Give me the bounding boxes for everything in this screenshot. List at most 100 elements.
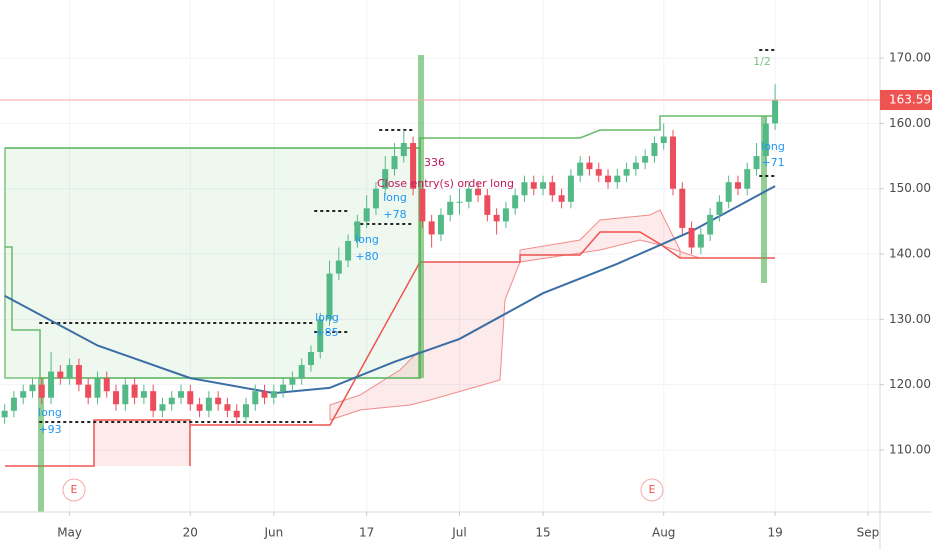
y-tick-label: 130.00 — [889, 312, 931, 326]
candle-body — [744, 169, 751, 189]
x-tick-label: 17 — [359, 526, 374, 540]
y-tick-label: 110.00 — [889, 442, 931, 456]
candle-body — [317, 319, 324, 352]
candle-body — [261, 391, 268, 398]
candle-body — [326, 273, 333, 320]
y-tick-label: 170.00 — [889, 51, 931, 65]
candle-body — [465, 188, 472, 202]
candle-body — [484, 195, 491, 215]
candle-body — [410, 143, 417, 189]
candle-body — [205, 397, 212, 411]
grid — [0, 0, 880, 512]
candle-body — [428, 221, 435, 235]
candle-body — [493, 214, 500, 222]
candle-body — [66, 365, 73, 379]
candle-body — [131, 384, 138, 398]
profit-zone — [4, 147, 421, 379]
annotation: +80 — [355, 250, 378, 263]
candle-body — [298, 365, 305, 379]
annotation: long — [315, 311, 339, 324]
candle-body — [605, 175, 612, 183]
candle-body — [122, 384, 129, 405]
candle-body — [530, 182, 537, 189]
candle-body — [707, 214, 714, 235]
x-tick-label: 19 — [767, 526, 782, 540]
candle-body — [242, 404, 249, 418]
candle-body — [150, 391, 157, 411]
candle-body — [233, 410, 240, 418]
last-price-label: 163.59 — [889, 92, 931, 106]
moving-average — [4, 185, 776, 395]
candle-body — [57, 371, 64, 379]
candle-body — [187, 391, 194, 405]
y-tick-label: 150.00 — [889, 181, 931, 195]
x-tick-label: 15 — [535, 526, 550, 540]
candle-body — [113, 391, 120, 405]
candle-body — [632, 162, 639, 170]
axes: 110.00 120.00 130.00 140.00 150.00 160.00 170.… — [57, 51, 932, 540]
annotation: +85 — [315, 326, 338, 339]
last-price-box — [880, 89, 932, 110]
candle-body — [549, 182, 556, 196]
marks — [0, 84, 880, 424]
candle-body — [94, 378, 101, 398]
x-tick-label: Jun — [263, 526, 283, 540]
candle-body — [140, 391, 147, 398]
x-tick-label: 20 — [183, 526, 198, 540]
candle-body — [540, 182, 547, 189]
candle-body — [400, 143, 407, 157]
candle-body — [382, 169, 389, 189]
candle-body — [669, 136, 676, 189]
candle-body — [391, 156, 398, 170]
candle-body — [595, 169, 602, 176]
candle-body — [1, 410, 8, 418]
x-tick-label: May — [57, 526, 82, 540]
signal-bar — [761, 116, 767, 283]
candle-body — [447, 201, 454, 215]
candle-body — [688, 227, 695, 248]
annotation: long — [383, 191, 407, 204]
candle-body — [567, 175, 574, 202]
annotation: 336 — [424, 156, 445, 169]
candle-body — [20, 391, 27, 398]
candle-body — [48, 371, 55, 398]
earnings-marker — [62, 478, 86, 502]
candle-body — [354, 221, 361, 241]
stop-zone — [94, 420, 190, 466]
annotation: 1/2 — [753, 55, 771, 68]
dotted-levels — [39, 49, 776, 423]
candle-body — [363, 208, 370, 222]
candle-body — [521, 182, 528, 196]
candle-body — [456, 201, 463, 203]
signal-bar — [38, 378, 44, 512]
candle-body — [419, 188, 426, 222]
candle-body — [651, 143, 658, 157]
annotation: long — [761, 140, 785, 153]
candle-body — [697, 234, 704, 248]
candle-body — [280, 384, 287, 392]
candle-body — [642, 156, 649, 163]
candle-body — [270, 391, 277, 398]
candle-body — [577, 162, 584, 176]
annotation: E — [649, 483, 656, 496]
candle-body — [586, 162, 593, 170]
candle-body — [289, 378, 296, 385]
annotation: long — [355, 233, 379, 246]
candle-body — [762, 123, 769, 157]
candle-body — [475, 188, 482, 196]
candle-body — [307, 352, 314, 366]
candle-body — [85, 384, 92, 398]
candle-body — [178, 391, 185, 398]
candle-body — [335, 260, 342, 274]
candle-body — [753, 156, 760, 170]
earnings-marker — [640, 478, 664, 502]
candle-body — [10, 397, 17, 411]
annotation: Close entry(s) order long — [377, 177, 514, 190]
stop-line — [5, 231, 775, 467]
candle-body — [38, 384, 45, 398]
annotations: long +93 long +85 long +78 long +80 Close entry(… — [38, 55, 785, 502]
candle-body — [168, 397, 175, 405]
candle-body — [725, 182, 732, 202]
candle-body — [372, 188, 379, 209]
